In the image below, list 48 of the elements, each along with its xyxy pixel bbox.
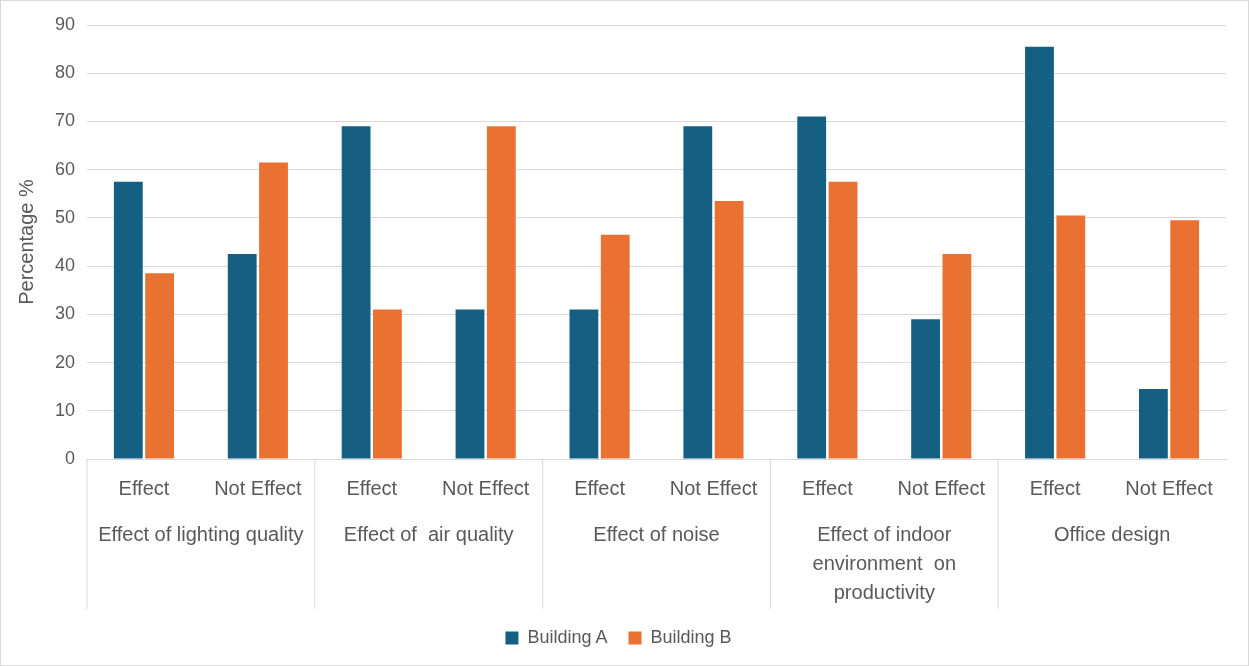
bar <box>942 254 972 459</box>
x-tick-label: Effect <box>801 476 854 499</box>
legend-label: Building B <box>650 626 732 647</box>
bar <box>341 126 371 459</box>
bar <box>113 181 143 459</box>
y-tick-label: 80 <box>54 62 76 83</box>
bar <box>683 126 713 459</box>
y-tick-label: 60 <box>54 158 76 179</box>
x-tick-label: Effect <box>346 476 398 499</box>
y-tick-label: 30 <box>54 303 76 324</box>
y-tick-label: 90 <box>54 13 76 34</box>
bar <box>911 319 940 459</box>
bar <box>797 116 827 459</box>
y-tick-label: 0 <box>65 447 76 468</box>
text: Effect of indoor environment on productivity <box>812 522 957 603</box>
x-tick-label: Not Effect <box>214 476 303 499</box>
y-tick-label: 40 <box>54 255 76 276</box>
x-tick-label: Effect <box>574 476 626 499</box>
bar <box>600 234 630 459</box>
bar <box>828 181 858 459</box>
x-tick-label: Effect <box>1029 476 1081 499</box>
bar <box>259 162 288 459</box>
legend-label: Building A <box>527 626 608 647</box>
bar <box>1170 220 1200 459</box>
bar <box>145 273 175 459</box>
text: Office design <box>1053 522 1171 545</box>
bar <box>455 309 485 459</box>
y-tick-label: 10 <box>54 399 76 420</box>
bar <box>373 309 402 459</box>
text: Effect of air quality <box>343 522 514 545</box>
y-axis-title: Percentage % <box>14 178 37 305</box>
y-tick-label: 50 <box>54 206 76 227</box>
x-tick-label: Not Effect <box>441 476 530 499</box>
x-tick-label: Effect <box>118 476 170 499</box>
x-tick-label: Not Effect <box>669 476 758 499</box>
bar <box>1025 46 1054 459</box>
bar <box>1056 215 1086 459</box>
text: Effect of lighting quality <box>98 522 304 545</box>
x-tick-label: Not Effect <box>897 476 986 499</box>
y-tick-label: 70 <box>54 110 76 131</box>
x-tick-label: Not Effect <box>1125 476 1214 499</box>
text: Effect of noise <box>593 522 720 545</box>
bar <box>227 254 257 459</box>
bar <box>569 309 599 459</box>
bar <box>714 201 744 459</box>
y-tick-label: 20 <box>54 351 76 372</box>
bar <box>1138 389 1168 459</box>
bar <box>486 126 516 459</box>
